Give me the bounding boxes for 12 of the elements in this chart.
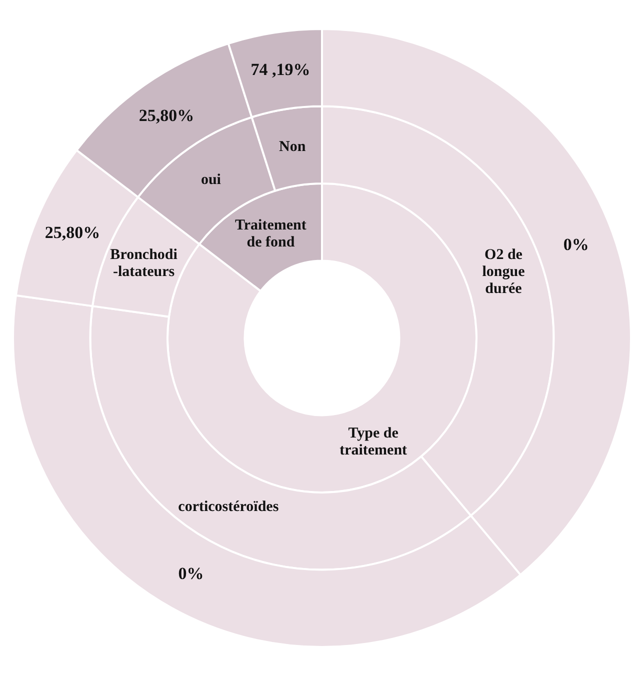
data-label: Type de traitement bbox=[340, 425, 408, 458]
text: 0% bbox=[178, 564, 204, 583]
text: 25,80% bbox=[44, 223, 100, 242]
data-label: Bronchodi -latateurs bbox=[110, 246, 178, 280]
data-label: O2 de longue durée bbox=[482, 246, 526, 297]
text: 25,80% bbox=[138, 106, 194, 126]
data-label: corticostéroïdes bbox=[178, 498, 279, 515]
data-label: oui bbox=[200, 172, 221, 188]
text: 74 ,19% bbox=[250, 60, 310, 80]
text: 0% bbox=[563, 235, 589, 254]
data-label: Traitement de fond bbox=[235, 217, 306, 250]
data-label: Non bbox=[279, 139, 306, 156]
